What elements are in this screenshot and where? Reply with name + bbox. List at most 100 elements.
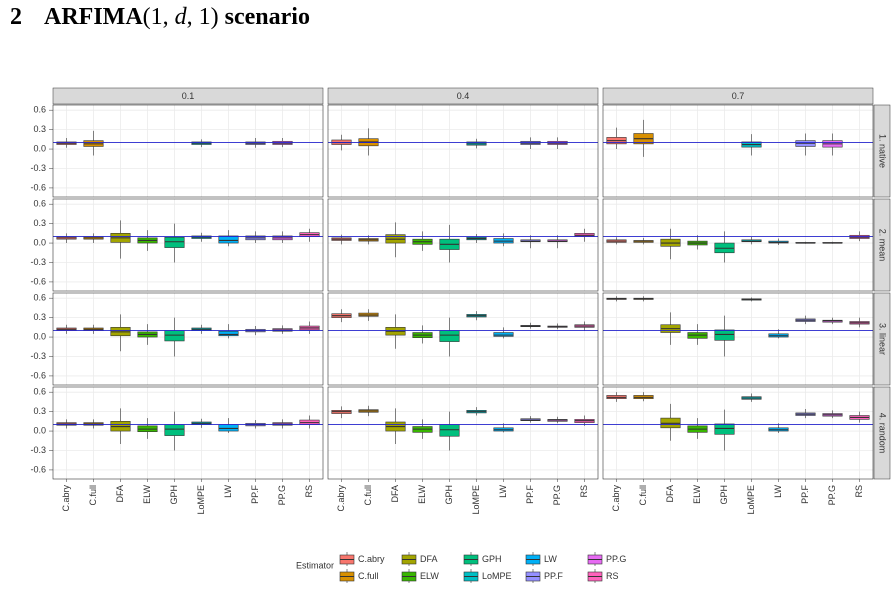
strip-bg [873,292,891,386]
x-tick-label: DFA [115,485,125,503]
legend-label: LoMPE [482,571,512,581]
panel-bg [53,105,323,197]
row-strip-label: 4. random [878,413,888,454]
x-tick-label: LoMPE [471,485,481,515]
x-tick-label: C.abry [61,485,71,512]
panel-bg [328,293,598,385]
strip-bg [52,87,324,105]
panel-border [327,104,599,198]
x-tick-label: DFA [390,485,400,503]
y-tick-label: 0.6 [33,105,46,115]
panel-bg [53,199,323,291]
x-tick-label: LW [223,485,233,498]
section-number: 2 [10,4,22,30]
box [164,424,185,436]
heading-part: ARFIMA [44,4,143,30]
x-tick-label: C.abry [611,485,621,512]
panel-border [602,386,874,480]
x-tick-label: ELW [142,485,152,504]
legend-label: GPH [482,554,502,564]
x-tick-label: PP.G [277,485,287,505]
y-tick-label: 0.0 [33,237,46,247]
strip-bg [602,87,874,105]
heading-part: d [174,4,187,30]
panel-border [327,292,599,386]
box [218,235,239,244]
x-tick-label: PP.G [552,485,562,505]
row-strip-label: 3. linear [878,323,888,355]
legend-label: C.full [358,571,379,581]
column-strip-label: 0.7 [732,91,745,101]
y-tick-label: -0.6 [30,276,46,286]
x-tick-label: RS [304,485,314,498]
y-tick-label: 0.3 [33,406,46,416]
row-strip-label: 1. native [878,134,888,168]
panel-bg [53,387,323,479]
x-tick-label: PP.F [800,484,810,503]
x-tick-label: GPH [169,485,179,505]
x-tick-label: C.full [638,485,648,506]
strip-bg [327,87,599,105]
y-tick-label: -0.3 [30,163,46,173]
panel-border [52,104,324,198]
box [439,330,460,342]
y-tick-label: -0.3 [30,351,46,361]
x-tick-label: C.full [363,485,373,506]
x-tick-label: LW [773,485,783,498]
y-tick-label: 0.6 [33,199,46,209]
x-tick-label: LoMPE [746,485,756,515]
strip-bg [873,386,891,480]
legend-label: ELW [420,571,439,581]
box [714,423,735,435]
x-tick-label: GPH [444,485,454,505]
y-tick-label: 0.0 [33,331,46,341]
strip-bg [873,198,891,292]
x-tick-label: ELW [692,485,702,504]
box [218,424,239,432]
panel-border [602,292,874,386]
y-tick-label: 0.3 [33,218,46,228]
legend-label: PP.G [606,554,626,564]
y-tick-label: -0.6 [30,182,46,192]
y-tick-label: 0.3 [33,124,46,134]
panel-bg [603,387,873,479]
y-tick-label: -0.6 [30,370,46,380]
panel-border [327,198,599,292]
x-tick-label: C.abry [336,485,346,512]
legend-title: Estimator [296,560,334,570]
panel-bg [328,199,598,291]
legend-label: PP.F [544,571,563,581]
heading-part: (1, [142,4,175,30]
section-heading: 2 ARFIMA(1, d, 1) scenario [10,4,310,31]
legend-label: LW [544,554,557,564]
y-tick-label: -0.6 [30,464,46,474]
heading-part: , 1) [186,4,219,30]
panel-border [52,386,324,480]
box [439,424,460,437]
box [218,330,239,337]
panel-bg [328,105,598,197]
box [164,330,185,342]
x-tick-label: PP.F [250,484,260,503]
x-tick-label: GPH [719,485,729,505]
panel-border [327,386,599,480]
column-strip-label: 0.1 [182,91,195,101]
panel-border [52,198,324,292]
row-strip-label: 2. mean [878,229,888,262]
strip-bg [873,104,891,198]
y-tick-label: 0.6 [33,387,46,397]
x-tick-label: C.full [88,485,98,506]
panel-border [52,292,324,386]
legend-label: C.abry [358,554,385,564]
x-tick-label: DFA [665,485,675,503]
x-tick-label: LW [498,485,508,498]
x-tick-label: LoMPE [196,485,206,515]
legend-label: DFA [420,554,438,564]
x-tick-label: RS [854,485,864,498]
y-tick-label: 0.0 [33,425,46,435]
panel-bg [53,293,323,385]
y-tick-label: 0.3 [33,312,46,322]
x-tick-label: RS [579,485,589,498]
